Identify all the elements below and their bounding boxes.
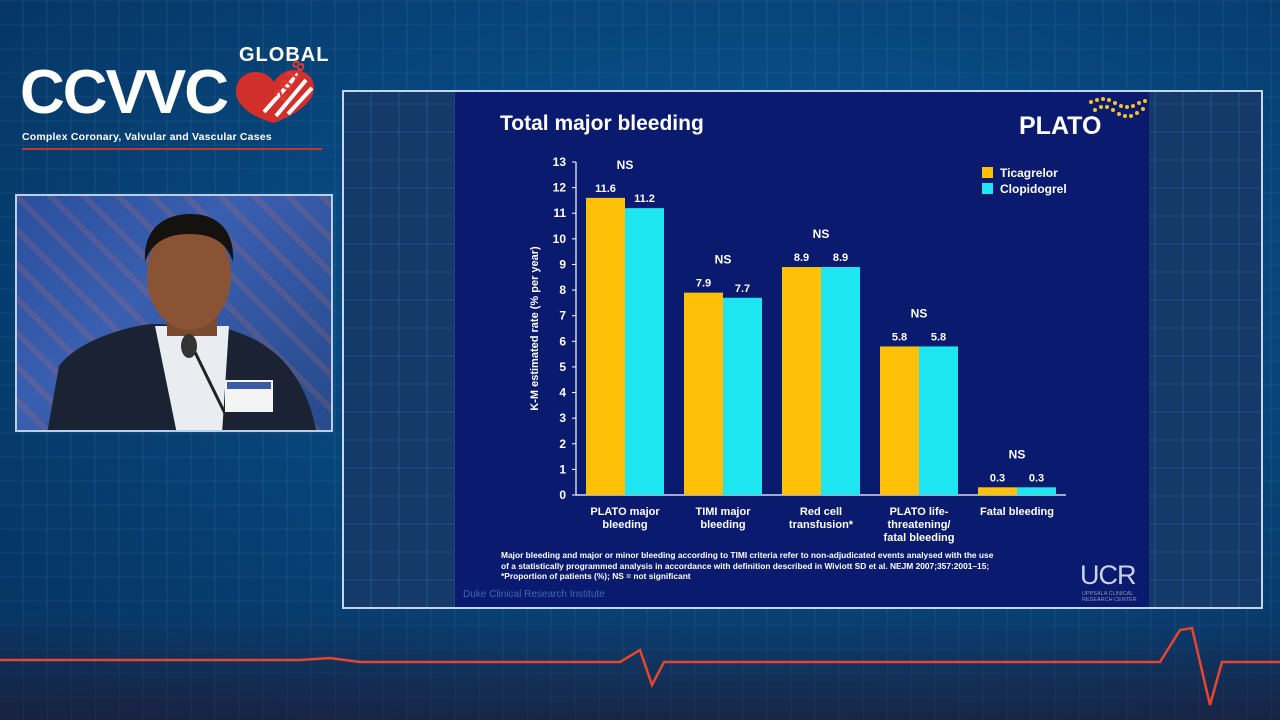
logo-underline (22, 148, 322, 150)
y-tick-label: 12 (553, 181, 567, 195)
bar-ticagrelor (978, 487, 1017, 495)
significance-label: NS (813, 227, 830, 241)
significance-label: NS (617, 158, 634, 172)
category-label: bleeding (602, 519, 647, 531)
y-tick-label: 4 (559, 386, 566, 400)
bar-value-label: 5.8 (931, 331, 946, 343)
bar-clopidogrel (919, 346, 958, 495)
y-tick-label: 9 (559, 257, 566, 271)
bar-value-label: 8.9 (833, 252, 848, 264)
bar-value-label: 8.9 (794, 252, 809, 264)
y-tick-label: 5 (559, 360, 566, 374)
bar-ticagrelor (782, 267, 821, 495)
legend-swatch (982, 167, 993, 178)
conference-logo: GLOBAL CCVVC 2018 Complex Coronary, Valv… (20, 44, 330, 154)
ucr-logo: UCR (1080, 560, 1136, 590)
bar-ticagrelor (684, 292, 723, 495)
category-label: bleeding (700, 519, 745, 531)
y-axis-label: K-M estimated rate (% per year) (529, 246, 541, 411)
bar-value-label: 0.3 (990, 472, 1005, 484)
footnote-line-3: *Proportion of patients (%); NS = not si… (501, 571, 691, 581)
significance-label: NS (1009, 447, 1026, 461)
significance-label: NS (715, 253, 732, 267)
bar-ticagrelor (586, 197, 625, 495)
category-label: PLATO major (590, 506, 660, 518)
y-tick-label: 3 (559, 411, 566, 425)
footnote: Major bleeding and major or minor bleedi… (501, 550, 1061, 582)
plato-logo: PLATO (1019, 112, 1102, 140)
slide: Total major bleeding PLATO 0 1 2 3 4 5 6 7 8 9 10 1… (455, 92, 1149, 607)
legend-label: Clopidogrel (1000, 182, 1067, 196)
bar-value-label: 0.3 (1029, 472, 1044, 484)
bar-value-label: 11.6 (595, 183, 616, 195)
y-tick-label: 7 (559, 309, 566, 323)
category-label: PLATO life- (890, 506, 949, 518)
bar-ticagrelor (880, 346, 919, 495)
y-tick-label: 13 (553, 155, 567, 169)
y-tick-label: 1 (559, 462, 566, 476)
heart-stripes-icon (236, 70, 314, 123)
footnote-line-2: of a statistically programmed analysis i… (501, 560, 990, 571)
y-tick-label: 11 (553, 206, 566, 220)
significance-label: NS (911, 306, 928, 320)
category-label: threatening/ (888, 519, 951, 531)
y-tick-label: 6 (559, 334, 566, 348)
ucr-subtitle: UPPSALA CLINICAL RESEARCH CENTER (1082, 591, 1137, 603)
ekg-line-icon (0, 626, 1280, 706)
logo-subtitle: Complex Coronary, Valvular and Vascular … (22, 131, 272, 143)
legend-label: Ticagrelor (1000, 166, 1058, 180)
slide-title: Total major bleeding (500, 112, 704, 135)
category-label: Red cell (800, 506, 842, 518)
bottom-band (0, 612, 1280, 720)
logo-main-text: CCVVC (20, 58, 229, 127)
speaker-video (15, 194, 333, 432)
bar-clopidogrel (821, 267, 860, 495)
bar-value-label: 7.9 (696, 278, 711, 290)
plato-dots-icon (1089, 97, 1147, 118)
footnote-line-1: Major bleeding and major or minor bleedi… (501, 550, 994, 560)
bar-clopidogrel (625, 208, 664, 495)
slide-frame: Total major bleeding PLATO 0 1 2 3 4 5 6 7 8 9 10 1… (342, 90, 1263, 609)
speaker-figure (47, 214, 317, 430)
legend-swatch (982, 183, 993, 194)
category-label: Fatal bleeding (980, 506, 1054, 518)
duke-label: Duke Clinical Research Institute (463, 589, 605, 600)
bar-value-label: 11.2 (634, 193, 655, 205)
category-label: fatal bleeding (884, 532, 955, 544)
y-tick-label: 8 (559, 283, 566, 297)
y-tick-label: 0 (559, 488, 566, 502)
category-label: TIMI major (695, 506, 751, 518)
bar-value-label: 7.7 (735, 283, 750, 295)
bar-value-label: 5.8 (892, 331, 907, 343)
category-label: transfusion* (789, 519, 854, 531)
y-tick-label: 10 (553, 232, 567, 246)
logo-global-text: GLOBAL (239, 44, 330, 66)
y-tick-label: 2 (559, 437, 566, 451)
bar-clopidogrel (1017, 487, 1056, 495)
bar-clopidogrel (723, 297, 762, 495)
